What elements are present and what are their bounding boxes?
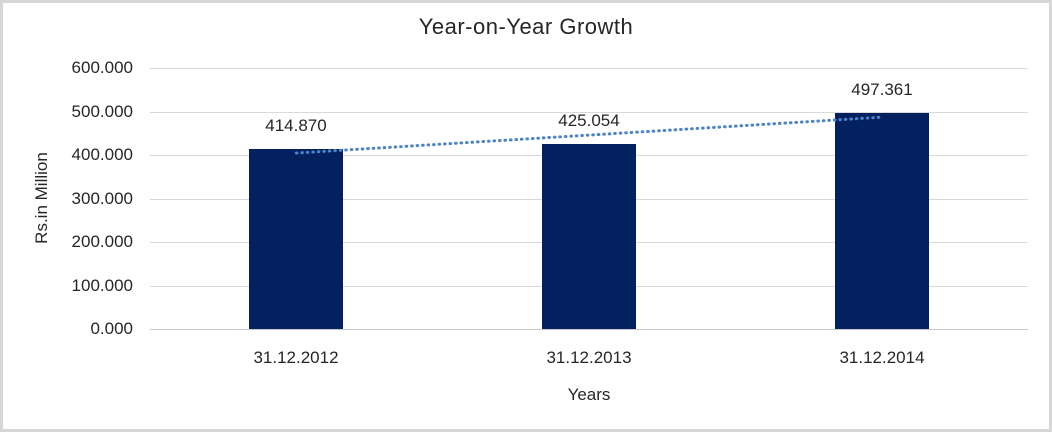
x-tick-label: 31.12.2012 (253, 348, 339, 367)
data-label: 497.361 (851, 80, 913, 99)
bar-31.12.2012 (249, 149, 343, 329)
y-tick-label: 400.000 (71, 145, 133, 164)
data-label: 425.054 (558, 111, 620, 130)
bar-31.12.2013 (542, 144, 636, 329)
x-axis-title: Years (567, 385, 611, 404)
gridline (150, 68, 1028, 69)
y-tick-label: 500.000 (71, 102, 133, 121)
x-tick-label: 31.12.2014 (839, 348, 925, 367)
y-tick-label: 100.000 (71, 276, 133, 295)
y-tick-label: 600.000 (71, 58, 133, 77)
data-label: 414.870 (265, 116, 327, 135)
y-tick-label: 0.000 (90, 319, 133, 338)
y-tick-label: 300.000 (71, 189, 133, 208)
x-axis-line (150, 329, 1028, 330)
x-tick-label: 31.12.2013 (546, 348, 632, 367)
bar-31.12.2014 (835, 113, 929, 329)
y-tick-label: 200.000 (71, 232, 133, 251)
chart-title: Year-on-Year Growth (418, 14, 634, 39)
gridline (150, 112, 1028, 113)
